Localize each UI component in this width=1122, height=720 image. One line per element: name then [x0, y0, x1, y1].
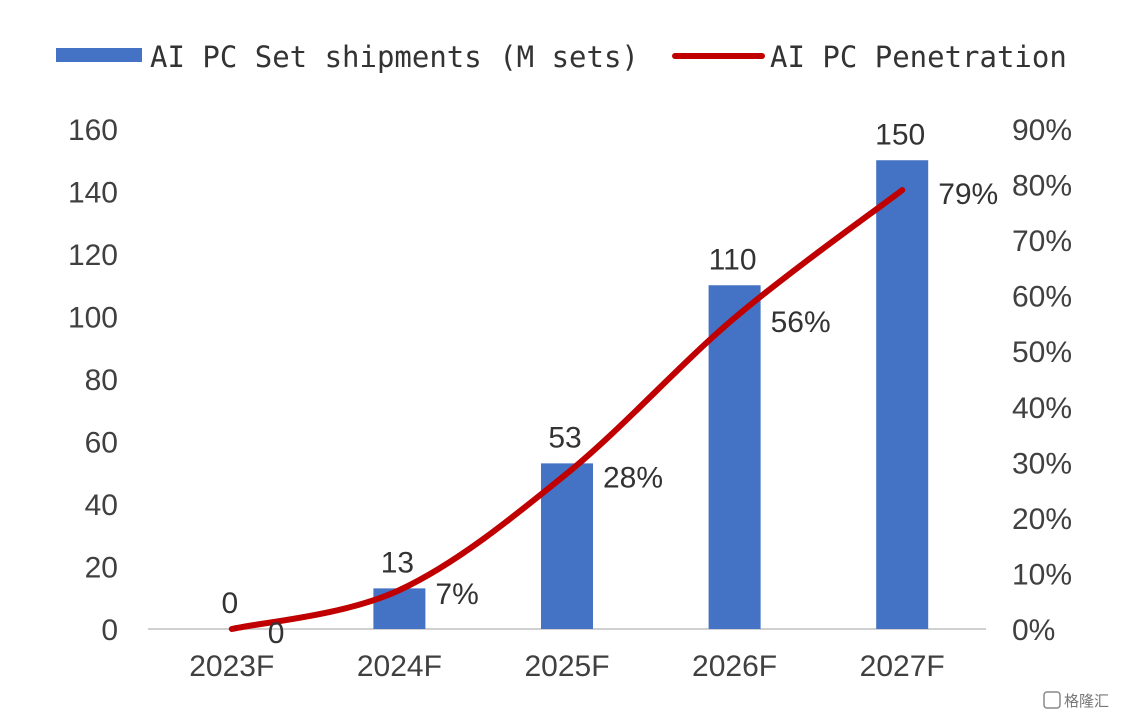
x-tick-label: 2024F	[357, 650, 442, 683]
bar-data-label: 150	[875, 118, 925, 151]
y-right-tick-label: 70%	[1012, 225, 1072, 258]
watermark-logo-icon	[1043, 691, 1061, 709]
y-right-tick-label: 50%	[1012, 336, 1072, 369]
y-left-tick-label: 100	[68, 302, 118, 335]
x-tick-label: 2025F	[524, 650, 609, 683]
y-left-tick-label: 120	[68, 239, 118, 272]
bar-data-label: 110	[709, 243, 757, 276]
legend-swatch-bar	[56, 48, 142, 62]
y-right-tick-label: 20%	[1012, 503, 1072, 536]
y-right-tick-label: 10%	[1012, 558, 1072, 591]
y-left-tick-label: 40	[85, 489, 118, 522]
bar-data-labels: 0 13 53 110 150	[221, 118, 925, 620]
y-axis-right: 0% 10% 20% 30% 40% 50% 60% 70% 80% 90%	[1012, 114, 1072, 647]
legend-item-penetration: AI PC Penetration	[672, 40, 1067, 74]
bar-data-label: 53	[548, 421, 581, 454]
line-data-label: 56%	[771, 306, 831, 339]
bar-data-label: 0	[221, 587, 238, 620]
bar	[876, 160, 929, 629]
watermark: 格隆汇	[1043, 691, 1109, 710]
x-tick-label: 2023F	[189, 650, 274, 683]
y-left-tick-label: 0	[101, 614, 118, 647]
x-tick-label: 2026F	[692, 650, 777, 683]
y-left-tick-label: 80	[85, 364, 118, 397]
x-axis: 2023F 2024F 2025F 2026F 2027F	[189, 650, 944, 683]
legend: AI PC Set shipments (M sets) AI PC Penet…	[56, 40, 1067, 74]
y-left-tick-label: 140	[68, 177, 118, 210]
y-left-tick-label: 160	[68, 114, 118, 147]
line-data-label: 79%	[938, 178, 998, 211]
y-right-tick-label: 60%	[1012, 281, 1072, 314]
y-right-tick-label: 30%	[1012, 447, 1072, 480]
watermark-text: 格隆汇	[1064, 692, 1109, 710]
y-left-tick-label: 60	[85, 427, 118, 460]
legend-label-shipments: AI PC Set shipments (M sets)	[150, 40, 639, 74]
line-series	[228, 187, 906, 632]
y-axis-left: 0 20 40 60 80 100 120 140 160	[68, 114, 118, 647]
line-data-labels: 0 7% 28% 56% 79%	[268, 178, 998, 650]
x-tick-label: 2027F	[860, 650, 945, 683]
y-right-tick-label: 80%	[1012, 170, 1072, 203]
line-data-label: 28%	[603, 461, 663, 494]
penetration-line	[228, 187, 906, 632]
y-left-tick-label: 20	[85, 552, 118, 585]
line-data-label: 7%	[435, 578, 478, 611]
legend-item-shipments: AI PC Set shipments (M sets)	[56, 40, 639, 74]
line-data-label: 0	[268, 617, 285, 650]
y-right-tick-label: 90%	[1012, 114, 1072, 147]
bar	[708, 285, 761, 629]
y-right-tick-label: 0%	[1012, 614, 1055, 647]
legend-label-penetration: AI PC Penetration	[770, 40, 1067, 74]
y-right-tick-label: 40%	[1012, 392, 1072, 425]
bar-data-label: 13	[381, 546, 414, 579]
